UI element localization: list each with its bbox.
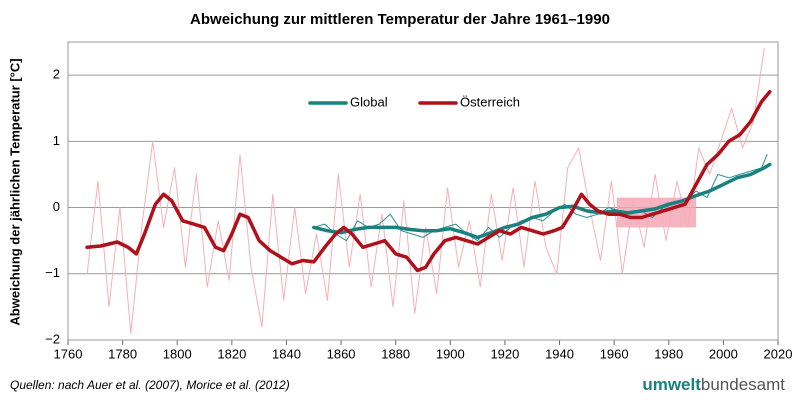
brand-part: umwelt <box>642 375 701 394</box>
brand-part: bundesamt <box>701 375 785 394</box>
legend-label: Global <box>350 94 388 109</box>
series-line <box>313 154 768 242</box>
x-tick-label: 1960 <box>600 346 629 361</box>
y-tick-label: 2 <box>53 67 60 82</box>
x-tick-label: 1820 <box>217 346 246 361</box>
series-line <box>312 162 772 240</box>
y-tick-label: −1 <box>45 265 60 280</box>
x-tick-label: 1900 <box>436 346 465 361</box>
y-tick-label: 0 <box>53 199 60 214</box>
x-tick-label: 1880 <box>381 346 410 361</box>
y-axis-label: Abweichung der jährlichen Temperatur [°C… <box>7 58 22 325</box>
y-tick-label: −2 <box>45 331 60 346</box>
brand: umweltbundesamt <box>642 375 785 394</box>
x-tick-label: 1840 <box>272 346 301 361</box>
x-tick-label: 2000 <box>709 346 738 361</box>
x-tick-label: 1980 <box>654 346 683 361</box>
series-line <box>86 48 765 334</box>
x-tick-label: 1780 <box>108 346 137 361</box>
chart-title: Abweichung zur mittleren Temperatur der … <box>190 11 610 28</box>
x-tick-label: 1920 <box>490 346 519 361</box>
x-tick-label: 2020 <box>764 346 793 361</box>
x-tick-label: 1800 <box>163 346 192 361</box>
x-tick-label: 1760 <box>54 346 83 361</box>
x-tick-label: 1940 <box>545 346 574 361</box>
source: Quellen: nach Auer et al. (2007), Morice… <box>10 378 290 392</box>
series-line <box>85 89 772 273</box>
x-tick-label: 1860 <box>327 346 356 361</box>
y-tick-label: 1 <box>53 133 60 148</box>
plot-frame <box>67 41 779 341</box>
legend-label: Österreich <box>460 94 520 109</box>
